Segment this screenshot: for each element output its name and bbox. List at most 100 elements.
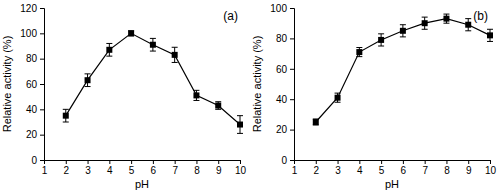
tick-label: 2	[313, 165, 319, 176]
tick-label: 1	[42, 165, 48, 176]
x-tick: 1	[42, 160, 48, 176]
tick-label: 80	[26, 53, 38, 64]
tick-mark	[40, 59, 44, 60]
axis-line	[290, 9, 295, 161]
y-tick: 40	[26, 104, 44, 115]
data-point	[237, 122, 243, 128]
x-tick: 5	[379, 160, 385, 176]
tick-label: 20	[26, 129, 38, 140]
x-tick: 10	[485, 160, 497, 176]
y-axis-title: Relative activity (%)	[1, 36, 13, 133]
data-point	[106, 47, 112, 53]
tick-label: 60	[26, 79, 38, 90]
tick-mark	[153, 160, 154, 164]
error-bar	[237, 116, 243, 134]
tick-mark	[196, 160, 197, 164]
tick-mark	[40, 84, 44, 85]
error-bar	[356, 48, 362, 57]
panel-label: (a)	[223, 9, 238, 23]
error-bar	[106, 43, 112, 56]
tick-label: 10	[485, 165, 497, 176]
tick-label: 7	[172, 165, 178, 176]
tick-mark	[218, 160, 219, 164]
data-point	[172, 52, 178, 58]
tick-label: 7	[422, 165, 428, 176]
tick-mark	[175, 160, 176, 164]
tick-mark	[40, 33, 44, 34]
tick-mark	[40, 109, 44, 110]
panel: 12345678910020406080100120(a)	[20, 3, 246, 176]
tick-mark	[290, 8, 294, 9]
x-tick: 10	[235, 160, 247, 176]
y-tick: 20	[26, 129, 44, 140]
x-tick: 3	[85, 160, 91, 176]
tick-label: 3	[335, 165, 341, 176]
data-point	[85, 77, 91, 83]
error-bar	[85, 74, 91, 87]
tick-label: 4	[357, 165, 363, 176]
data-point	[487, 32, 493, 38]
y-tick: 0	[31, 155, 44, 166]
data-point	[378, 37, 384, 43]
x-tick: 7	[422, 160, 428, 176]
data-point	[335, 95, 341, 101]
tick-mark	[40, 8, 44, 9]
marks	[313, 14, 493, 125]
tick-label: 4	[107, 165, 113, 176]
tick-label: 0	[31, 155, 37, 166]
x-tick: 1	[292, 160, 298, 176]
data-point	[128, 30, 134, 36]
y-tick: 80	[276, 33, 294, 44]
tick-label: 10	[235, 165, 247, 176]
error-bar	[422, 17, 428, 29]
tick-label: 6	[151, 165, 157, 176]
tick-mark	[290, 130, 294, 131]
tick-label: 8	[194, 165, 200, 176]
tick-mark	[381, 160, 382, 164]
tick-mark	[425, 160, 426, 164]
error-bar	[487, 29, 493, 41]
tick-mark	[359, 160, 360, 164]
y-axis: 020406080100	[270, 3, 294, 166]
y-axis-title: Relative activity (%)	[251, 36, 263, 133]
panel: 12345678910020406080100(b)	[270, 3, 496, 176]
y-tick: 40	[276, 94, 294, 105]
tick-mark	[290, 99, 294, 100]
panel-label: (b)	[473, 9, 488, 23]
x-tick: 6	[151, 160, 157, 176]
tick-label: 80	[276, 33, 288, 44]
axis-line	[295, 161, 491, 165]
data-point	[356, 49, 362, 55]
y-tick: 100	[270, 3, 294, 14]
error-bar	[172, 47, 178, 62]
tick-label: 3	[85, 165, 91, 176]
y-axis: 0 20 40 60 80 100 120	[20, 3, 44, 166]
x-tick: 2	[63, 160, 69, 176]
axis-line	[45, 161, 241, 165]
tick-mark	[446, 160, 447, 164]
x-axis-title: pH	[385, 178, 399, 190]
data-point	[313, 119, 319, 125]
data-line	[66, 33, 240, 124]
tick-label: 2	[63, 165, 69, 176]
tick-mark	[40, 135, 44, 136]
tick-mark	[338, 160, 339, 164]
y-tick: 0	[281, 155, 294, 166]
tick-label: 120	[20, 3, 37, 14]
tick-label: 5	[129, 165, 135, 176]
error-bar	[443, 14, 449, 23]
tick-label: 0	[281, 155, 287, 166]
data-point	[465, 22, 471, 28]
error-bar	[400, 25, 406, 37]
data-point	[215, 103, 221, 109]
x-axis: 12345678910	[292, 160, 497, 176]
error-bar	[313, 119, 319, 125]
tick-label: 1	[292, 165, 298, 176]
figure: 12345678910020406080100120(a)pHRelative …	[0, 0, 500, 192]
tick-mark	[131, 160, 132, 164]
tick-mark	[290, 69, 294, 70]
data-point	[443, 16, 449, 22]
data-point	[193, 92, 199, 98]
tick-label: 100	[20, 28, 37, 39]
tick-label: 5	[379, 165, 385, 176]
